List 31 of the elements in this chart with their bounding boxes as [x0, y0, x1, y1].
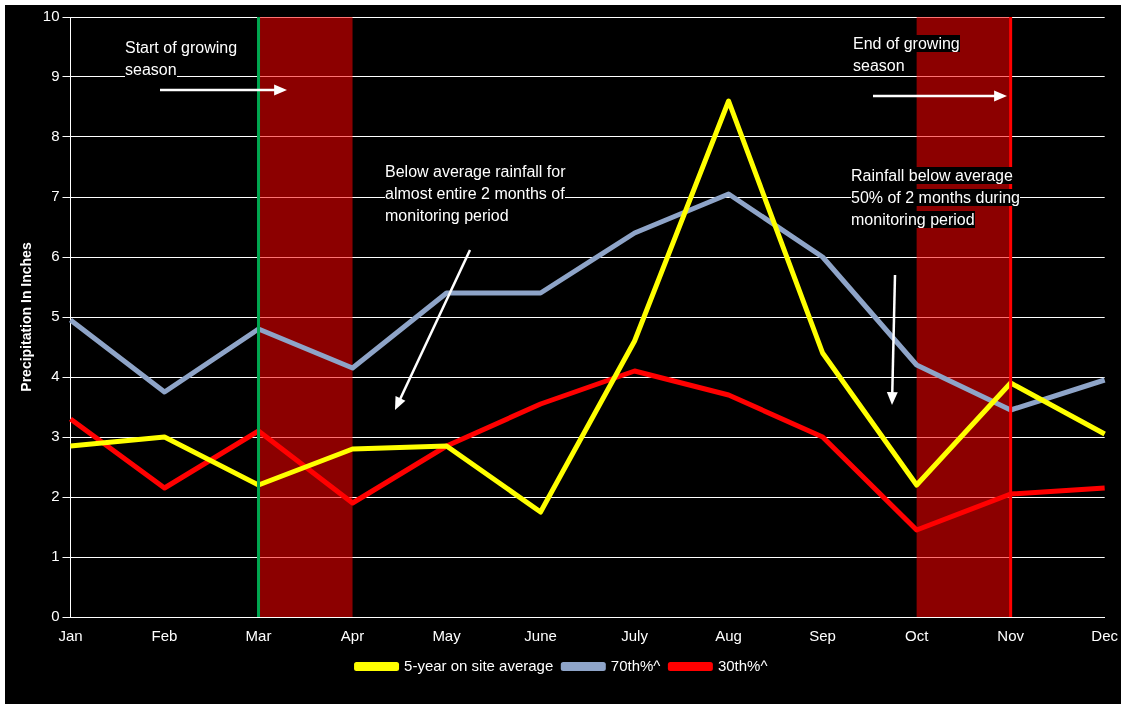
x-tick-label: Aug — [715, 627, 742, 645]
y-tick-label: 3 — [51, 427, 60, 445]
x-tick-label: Dec — [1091, 627, 1119, 645]
legend-label: 70th%^ — [610, 656, 661, 674]
y-axis-title: Precipitation In Inches — [18, 242, 35, 392]
y-tick-label: 8 — [51, 127, 60, 145]
annotation: Rainfall below average 50% of 2 months during monitoring period — [851, 167, 1020, 228]
x-tick-label: Jan — [58, 627, 83, 645]
x-tick-label: Nov — [997, 627, 1025, 645]
y-tick-label: 10 — [42, 7, 60, 25]
x-tick-label: Oct — [904, 627, 930, 645]
y-tick-label: 2 — [51, 487, 60, 505]
legend-label: 5-year on site average — [404, 656, 554, 674]
legend-label: 30th%^ — [717, 656, 768, 674]
annotation: Start of growing season — [125, 39, 238, 78]
x-tick-label: Mar — [245, 627, 272, 645]
y-tick-label: 1 — [51, 547, 60, 565]
annotation: End of growing season — [853, 35, 960, 74]
annotation: Below average rainfall for almost entire 2 months of monitoring period — [385, 163, 566, 224]
y-tick-label: 7 — [51, 187, 60, 205]
y-tick-label: 9 — [51, 67, 60, 85]
y-tick-label: 4 — [51, 367, 60, 385]
y-tick-label: 0 — [51, 607, 60, 625]
x-tick-label: May — [432, 627, 462, 645]
y-tick-label: 6 — [51, 247, 60, 265]
x-tick-label: June — [524, 627, 557, 645]
x-tick-label: Sep — [809, 627, 836, 645]
x-tick-label: July — [621, 627, 649, 645]
x-tick-label: Feb — [151, 627, 178, 645]
x-tick-label: Apr — [340, 627, 365, 645]
y-tick-label: 5 — [51, 307, 60, 325]
